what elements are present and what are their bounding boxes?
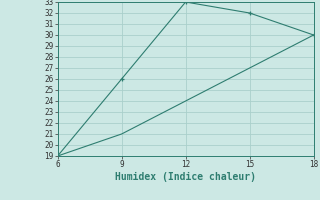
X-axis label: Humidex (Indice chaleur): Humidex (Indice chaleur) [115, 172, 256, 182]
